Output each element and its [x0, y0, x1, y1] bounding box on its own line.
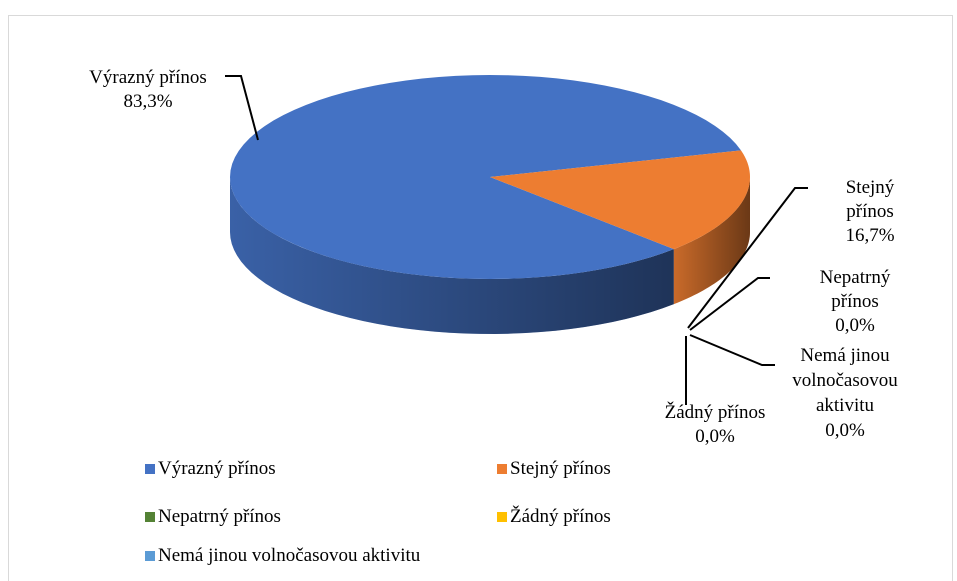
data-label-name: Výrazný přínos — [89, 67, 207, 88]
slice — [230, 75, 741, 279]
legend-item: Výrazný přínos — [145, 458, 276, 480]
slice — [490, 150, 750, 250]
legend-swatch — [145, 512, 155, 522]
legend-item: Žádný přínos — [497, 506, 611, 528]
data-label: Stejný přínos 16,7% — [827, 176, 914, 248]
data-label-value: 0,0% — [835, 315, 875, 336]
data-label-name: Stejný přínos — [845, 177, 895, 222]
legend-item: Stejný přínos — [497, 458, 611, 480]
data-label-value: 0,0% — [825, 420, 865, 441]
leader-line — [689, 334, 775, 366]
leader-line — [687, 187, 808, 329]
data-label: Žádný přínos 0,0% — [665, 401, 766, 449]
data-label: Výrazný přínos 83,3% — [89, 66, 207, 114]
data-label-value: 0,0% — [695, 426, 735, 447]
leader-line — [689, 277, 770, 331]
legend-swatch — [145, 464, 155, 474]
data-label-value: 83,3% — [123, 91, 173, 112]
chart-frame — [8, 15, 953, 581]
data-label: Nepatrný přínos 0,0% — [804, 266, 906, 338]
legend-label: Stejný přínos — [510, 458, 611, 479]
legend-label: Žádný přínos — [510, 506, 611, 527]
legend-label: Nepatrný přínos — [158, 506, 281, 527]
slice-side-shade — [673, 177, 750, 305]
legend-item: Nemá jinou volnočasovou aktivitu — [145, 545, 420, 567]
data-label-name: Nemá jinou volnočasovou aktivitu — [792, 345, 898, 416]
data-label-name: Žádný přínos — [664, 402, 766, 423]
legend-swatch — [497, 512, 507, 522]
legend-swatch — [145, 551, 155, 561]
legend-swatch — [497, 464, 507, 474]
leader-line — [225, 75, 259, 141]
pie — [230, 75, 750, 334]
legend-label: Výrazný přínos — [158, 458, 276, 479]
data-label: Nemá jinou volnočasovou aktivitu 0,0% — [780, 343, 910, 443]
data-label-value: 16,7% — [845, 225, 895, 246]
data-label-name: Nepatrný přínos — [819, 267, 891, 312]
legend-label: Nemá jinou volnočasovou aktivitu — [158, 545, 421, 566]
slice-side-shade — [230, 177, 674, 334]
leader-lines — [225, 75, 808, 405]
legend-item: Nepatrný přínos — [145, 506, 281, 528]
